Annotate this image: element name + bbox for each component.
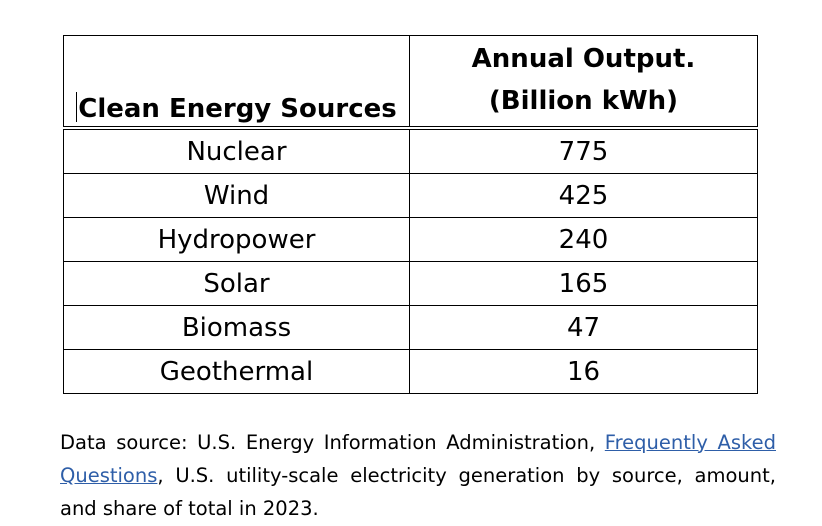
source-note-suffix: , U.S. utility-scale electricity generat… xyxy=(60,463,776,520)
header-source-label: Clean Energy Sources xyxy=(78,94,397,124)
cell-output: 425 xyxy=(409,173,758,218)
energy-table: Clean Energy Sources Annual Output. (Bil… xyxy=(63,35,758,394)
header-output-line1: Annual Output. xyxy=(471,44,696,75)
header-output-line2: (Billion kWh) xyxy=(488,86,679,116)
cell-output: 165 xyxy=(409,261,758,306)
cell-source: Wind xyxy=(63,173,410,218)
cell-source: Biomass xyxy=(63,305,410,350)
table-row: Biomass 47 xyxy=(63,305,758,350)
table-row: Wind 425 xyxy=(63,173,758,218)
text-cursor xyxy=(76,92,78,122)
cell-source: Hydropower xyxy=(63,217,410,262)
faq-link[interactable]: Frequently Asked Questions xyxy=(60,430,776,487)
table-row: Solar 165 xyxy=(63,261,758,306)
header-source[interactable]: Clean Energy Sources xyxy=(63,35,410,130)
cell-source: Solar xyxy=(63,261,410,306)
cell-output: 16 xyxy=(409,349,758,394)
table-header-row: Clean Energy Sources Annual Output. (Bil… xyxy=(63,35,758,130)
cell-source: Geothermal xyxy=(63,349,410,394)
table-row: Nuclear 775 xyxy=(63,127,758,174)
table-row: Geothermal 16 xyxy=(63,349,758,394)
cell-output: 775 xyxy=(409,127,758,174)
table-row: Hydropower 240 xyxy=(63,217,758,262)
cell-source: Nuclear xyxy=(63,127,410,174)
cell-output: 240 xyxy=(409,217,758,262)
cell-output: 47 xyxy=(409,305,758,350)
source-note: Data source: U.S. Energy Information Adm… xyxy=(60,426,776,525)
header-output: Annual Output. (Billion kWh) xyxy=(409,35,758,130)
source-note-prefix: Data source: U.S. Energy Information Adm… xyxy=(60,430,605,454)
